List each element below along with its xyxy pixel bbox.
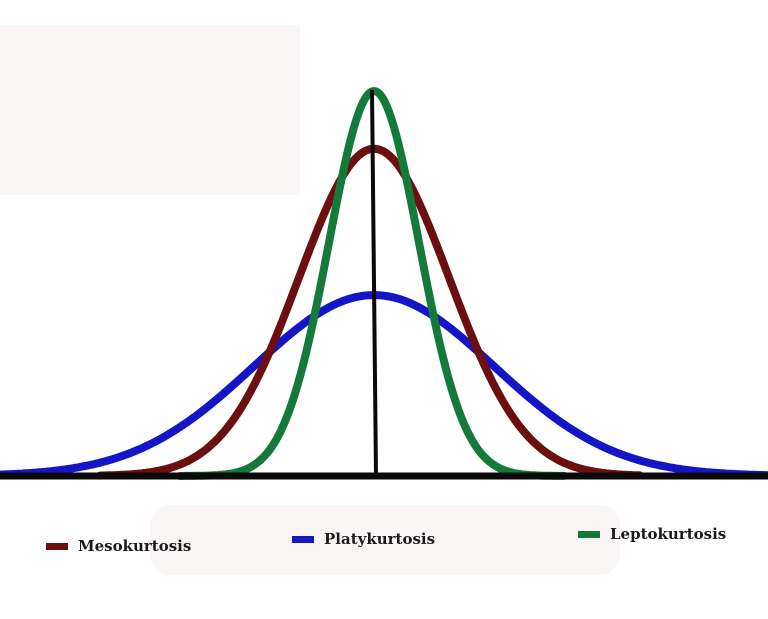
legend-label-mesokurtosis: Mesokurtosis [78,537,192,555]
legend-item-platykurtosis: Platykurtosis [292,530,435,548]
mesokurtosis-swatch [46,542,68,550]
platykurtosis-curve [0,291,768,480]
legend-label-leptokurtosis: Leptokurtosis [610,525,727,543]
platykurtosis-swatch [292,535,314,543]
leptokurtosis-swatch [578,530,600,538]
center-line [370,89,378,477]
legend-item-mesokurtosis: Mesokurtosis [46,537,191,555]
legend-item-leptokurtosis: Leptokurtosis [578,525,726,543]
mesokurtosis-curve [96,144,644,480]
background-blotch [0,25,300,195]
legend-label-platykurtosis: Platykurtosis [324,530,436,548]
background-blotch [150,505,620,575]
